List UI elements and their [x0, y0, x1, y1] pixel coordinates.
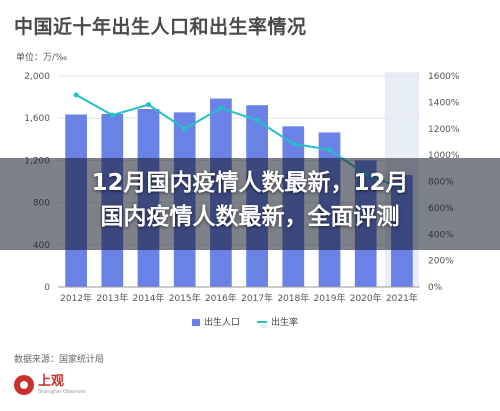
x-tick-label: 2020年	[350, 292, 382, 304]
line-point	[254, 117, 260, 123]
y-left-tick-label: 2,000	[24, 72, 50, 82]
x-tick-label: 2012年	[60, 292, 92, 304]
logo-icon	[14, 375, 34, 395]
x-tick-label: 2019年	[314, 292, 346, 304]
headline-line-2: 国内疫情人数最新，全面评测	[100, 204, 400, 230]
x-tick-label: 2014年	[133, 292, 165, 304]
logo: 上观 Shanghai Observer	[14, 375, 86, 395]
chart-title: 中国近十年出生人口和出生率情况	[14, 16, 307, 38]
headline-overlay	[0, 158, 500, 250]
y-right-tick-label: 1600%	[428, 72, 460, 82]
legend-label-line: 出生率	[271, 316, 298, 328]
y-right-tick-label: 1400%	[428, 98, 460, 108]
y-left-tick-label: 1,600	[24, 114, 50, 124]
line-point	[146, 102, 151, 108]
y-right-tick-label: 0%	[428, 283, 443, 293]
headline-line-1: 12月国内疫情人数最新，12月	[91, 170, 409, 196]
y-right-tick-label: 1000%	[428, 151, 460, 161]
units-label: 单位：万/‰	[16, 53, 68, 63]
x-tick-label: 2017年	[241, 292, 273, 304]
y-right-tick-label: 1200%	[428, 125, 460, 135]
line-point	[109, 112, 115, 118]
x-tick-label: 2013年	[96, 292, 128, 304]
legend-label-bar: 出生人口	[204, 316, 240, 328]
line-point	[182, 126, 188, 132]
line-point	[218, 105, 224, 111]
data-source: 数据来源：国家统计局	[14, 355, 105, 365]
y-left-tick-label: 0	[44, 283, 50, 293]
logo-subtitle: Shanghai Observer	[38, 389, 86, 395]
line-point	[290, 141, 296, 147]
logo-name: 上观	[38, 374, 65, 389]
x-tick-label: 2016年	[205, 292, 237, 304]
line-point	[73, 92, 79, 98]
y-right-tick-label: 200%	[428, 257, 454, 267]
headline: 12月国内疫情人数最新，12月 国内疫情人数最新，全面评测	[0, 166, 500, 234]
x-tick-label: 2021年	[386, 292, 418, 304]
x-tick-label: 2015年	[169, 292, 201, 304]
legend-swatch-bar	[192, 319, 200, 326]
line-point	[327, 147, 332, 153]
x-tick-label: 2018年	[277, 292, 309, 304]
